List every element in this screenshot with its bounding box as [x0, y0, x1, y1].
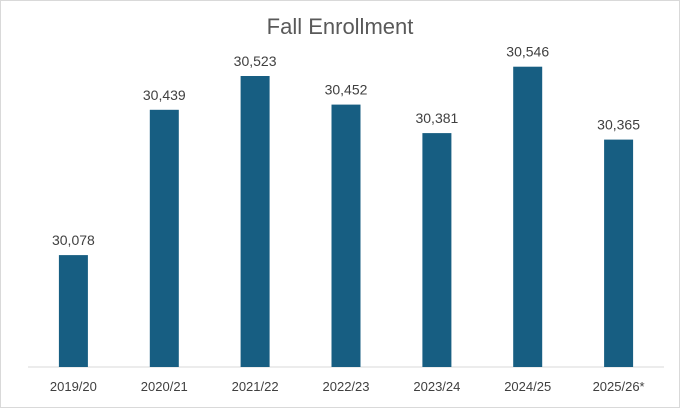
bar-2024-25 — [513, 66, 543, 367]
x-tick-label: 2022/23 — [323, 379, 370, 394]
data-label: 30,452 — [325, 82, 368, 98]
bar-2025-26- — [604, 139, 634, 367]
bar-2021-22 — [240, 76, 270, 367]
x-tick-label: 2025/26* — [593, 379, 645, 394]
data-label: 30,365 — [597, 117, 640, 133]
bar-2022-23 — [331, 104, 361, 367]
x-tick-label: 2021/22 — [232, 379, 279, 394]
bar-2023-24 — [422, 133, 452, 367]
x-tick-label: 2024/25 — [504, 379, 551, 394]
x-tick-label: 2019/20 — [50, 379, 97, 394]
data-label: 30,078 — [52, 232, 95, 248]
data-label: 30,381 — [415, 110, 458, 126]
bar-2019-20 — [58, 255, 88, 367]
data-label: 30,523 — [234, 53, 277, 69]
x-tick-label: 2020/21 — [141, 379, 188, 394]
data-label: 30,439 — [143, 87, 186, 103]
x-tick-label: 2023/24 — [413, 379, 460, 394]
chart-title: Fall Enrollment — [266, 14, 414, 39]
data-label: 30,546 — [506, 44, 549, 60]
bar-2020-21 — [149, 109, 179, 368]
